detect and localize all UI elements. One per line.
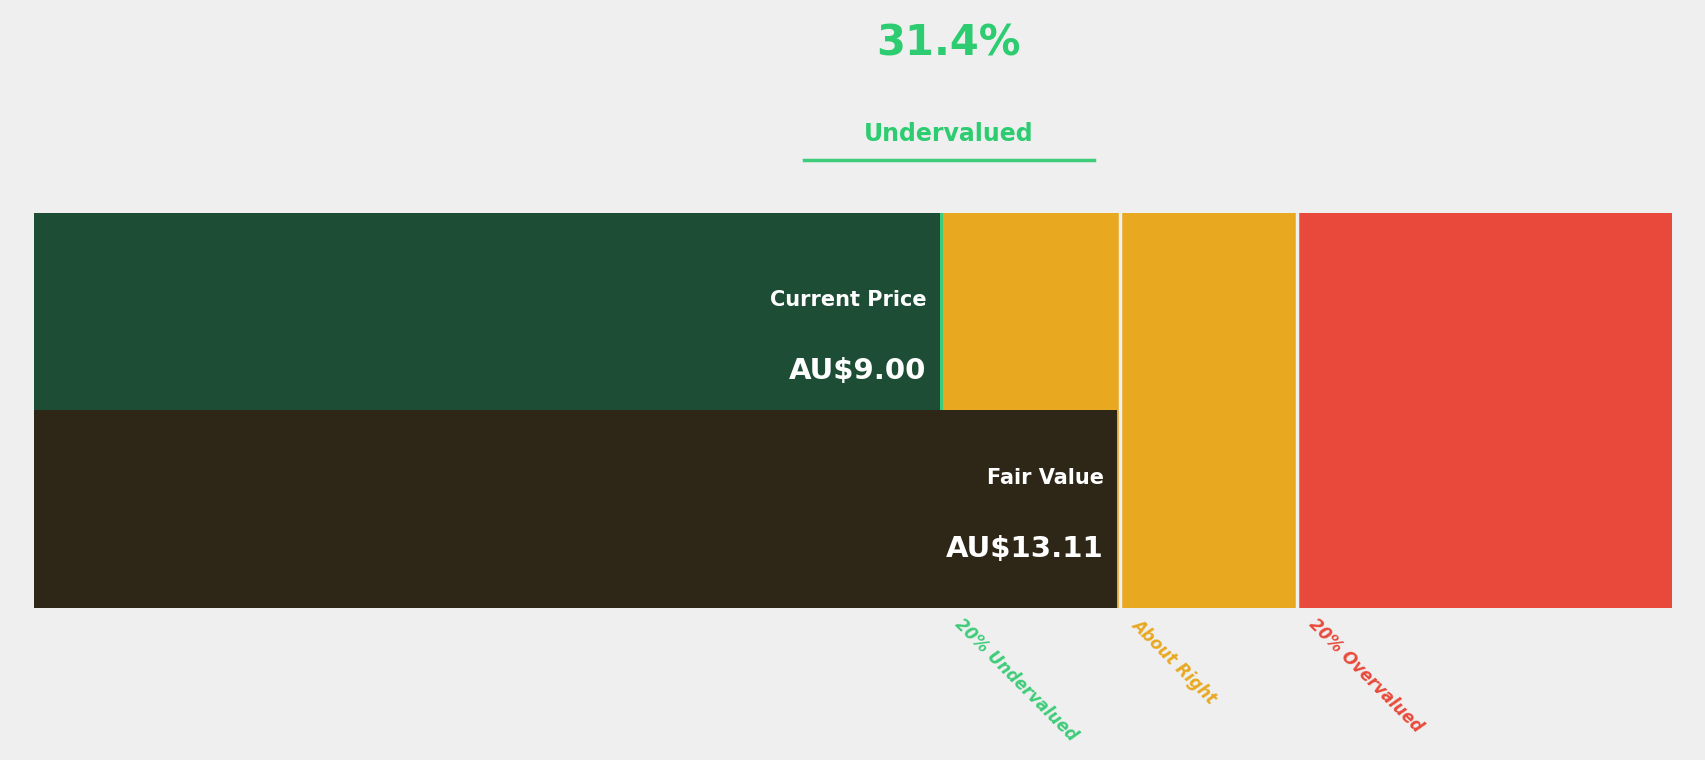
Text: AU$9.00: AU$9.00 [789,357,926,385]
Bar [34,213,939,410]
Text: Fair Value: Fair Value [985,467,1103,488]
Bar [1296,213,1671,608]
Text: About Right: About Right [1127,616,1219,708]
Text: 20% Undervalued: 20% Undervalued [951,616,1081,745]
Bar [34,213,943,608]
Text: AU$13.11: AU$13.11 [945,535,1103,562]
Bar [1118,213,1296,608]
Text: 31.4%: 31.4% [876,23,1020,65]
Bar [943,213,1118,608]
Bar [34,410,1117,608]
Text: 20% Overvalued: 20% Overvalued [1304,616,1425,736]
Text: Current Price: Current Price [769,290,926,310]
Text: Undervalued: Undervalued [863,122,1033,146]
